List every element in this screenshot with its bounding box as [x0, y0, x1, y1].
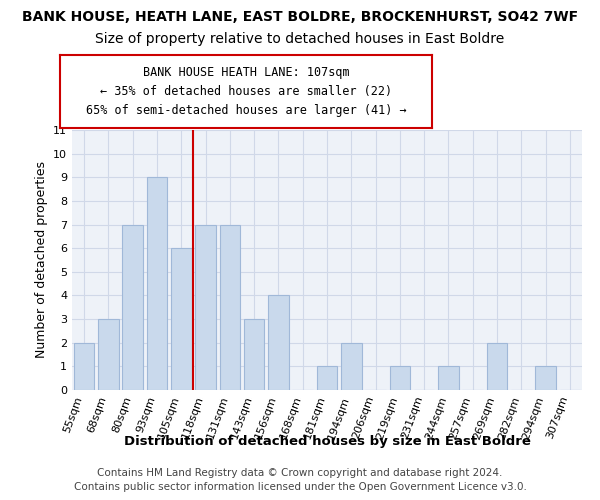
Bar	[341, 342, 362, 390]
Bar	[268, 296, 289, 390]
Text: BANK HOUSE HEATH LANE: 107sqm
← 35% of detached houses are smaller (22)
65% of s: BANK HOUSE HEATH LANE: 107sqm ← 35% of d…	[86, 66, 406, 116]
Bar	[220, 224, 240, 390]
Bar	[535, 366, 556, 390]
Bar	[74, 342, 94, 390]
Y-axis label: Number of detached properties: Number of detached properties	[35, 162, 47, 358]
Bar	[195, 224, 216, 390]
Bar	[171, 248, 191, 390]
Text: BANK HOUSE, HEATH LANE, EAST BOLDRE, BROCKENHURST, SO42 7WF: BANK HOUSE, HEATH LANE, EAST BOLDRE, BRO…	[22, 10, 578, 24]
Bar	[122, 224, 143, 390]
Text: Contains HM Land Registry data © Crown copyright and database right 2024.: Contains HM Land Registry data © Crown c…	[97, 468, 503, 477]
Bar	[487, 342, 508, 390]
Bar	[438, 366, 459, 390]
Bar	[389, 366, 410, 390]
Bar	[146, 178, 167, 390]
Text: Distribution of detached houses by size in East Boldre: Distribution of detached houses by size …	[124, 435, 530, 448]
Bar	[98, 319, 119, 390]
Bar	[244, 319, 265, 390]
Text: Size of property relative to detached houses in East Boldre: Size of property relative to detached ho…	[95, 32, 505, 46]
Bar	[317, 366, 337, 390]
Text: Contains public sector information licensed under the Open Government Licence v3: Contains public sector information licen…	[74, 482, 526, 492]
